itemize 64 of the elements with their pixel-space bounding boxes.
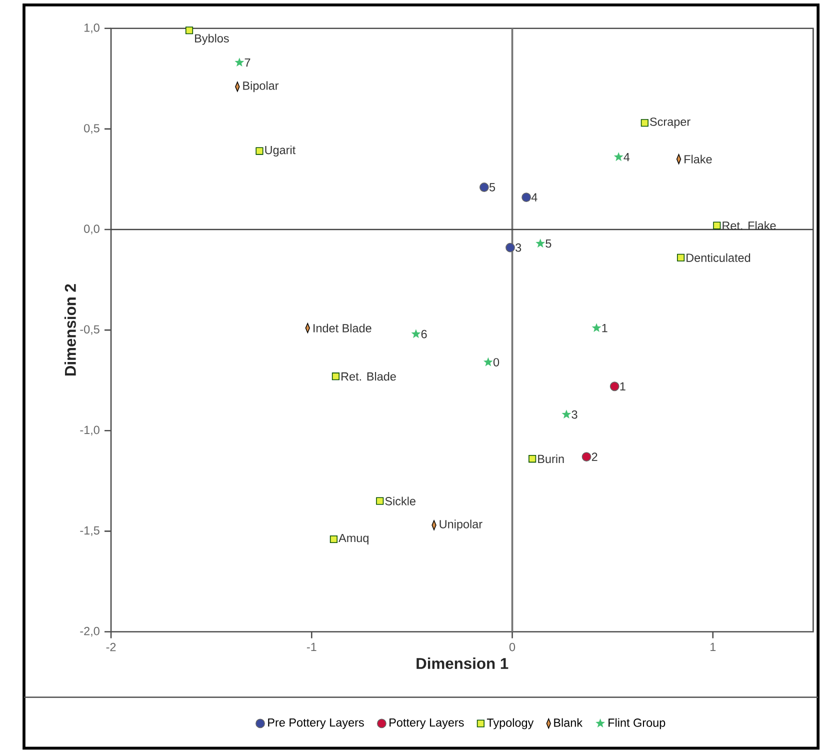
point — [185, 26, 194, 34]
y-axis-title: Dimension 2 — [64, 284, 76, 376]
annotation: Ret. Blade — [342, 372, 396, 381]
annotation: 5 — [489, 183, 496, 192]
annotation: Ugarit — [265, 146, 296, 157]
annotation: 4 — [531, 193, 538, 202]
annotation: 4 — [624, 153, 630, 162]
annotation: 1 — [620, 382, 626, 390]
legend-label: Typology — [486, 718, 534, 730]
y-tick-label: -1,0 — [80, 426, 100, 436]
point — [332, 372, 340, 380]
point — [522, 192, 531, 202]
point — [713, 222, 721, 230]
annotation: 6 — [421, 330, 427, 338]
y-tick-label: 0,5 — [84, 124, 100, 134]
point — [528, 454, 536, 463]
y-tick-label: 1,0 — [84, 23, 100, 34]
x-tick-label: 0 — [509, 642, 516, 652]
point — [562, 410, 572, 419]
annotation: Sickle — [385, 496, 416, 506]
annotation: 3 — [516, 243, 522, 252]
point — [411, 329, 421, 338]
point — [536, 238, 546, 248]
annotation: 2 — [592, 452, 598, 461]
point — [640, 119, 648, 127]
x-tick-label: -1 — [306, 642, 316, 651]
point — [582, 452, 592, 462]
annotation: Scraper — [650, 118, 690, 128]
annotation: Indet Blade — [314, 324, 372, 332]
y-tick-label: 0,0 — [84, 224, 100, 234]
point — [614, 152, 624, 162]
annotation: Ret. Flake — [722, 221, 776, 230]
y-tick-label: -2,0 — [80, 626, 100, 637]
point — [330, 535, 338, 543]
point — [610, 382, 620, 392]
x-tick-label: -2 — [106, 642, 116, 652]
annotation: Byblos — [195, 34, 229, 45]
x-tick-label: 1 — [710, 642, 716, 651]
x-axis-title: Dimension 1 — [416, 658, 508, 670]
point — [677, 254, 685, 262]
legend-label: Pottery Layers — [390, 718, 464, 729]
annotation: Bipolar — [243, 81, 279, 92]
annotation: 1 — [602, 324, 608, 332]
legend-label: Blank — [554, 718, 583, 727]
annotation: Amuq — [338, 534, 368, 544]
point — [506, 242, 515, 252]
point — [483, 357, 493, 366]
annotation: Unipolar — [440, 520, 482, 531]
legend-label: Flint Group — [608, 718, 666, 730]
annotation: 5 — [546, 239, 552, 248]
point — [592, 323, 602, 332]
point — [234, 58, 244, 67]
legend-label: Pre Pottery Layers — [268, 718, 364, 729]
point — [256, 147, 264, 155]
annotation: Flake — [684, 154, 712, 164]
annotation: Denticulated — [686, 253, 750, 262]
y-tick-label: -1,5 — [80, 526, 100, 536]
point — [479, 182, 489, 192]
annotation: Burin — [538, 454, 564, 464]
annotation: 7 — [244, 58, 250, 67]
annotation: 3 — [572, 410, 578, 419]
y-tick-label: -0,5 — [80, 325, 100, 335]
annotation: 0 — [493, 358, 500, 366]
point — [376, 497, 384, 505]
